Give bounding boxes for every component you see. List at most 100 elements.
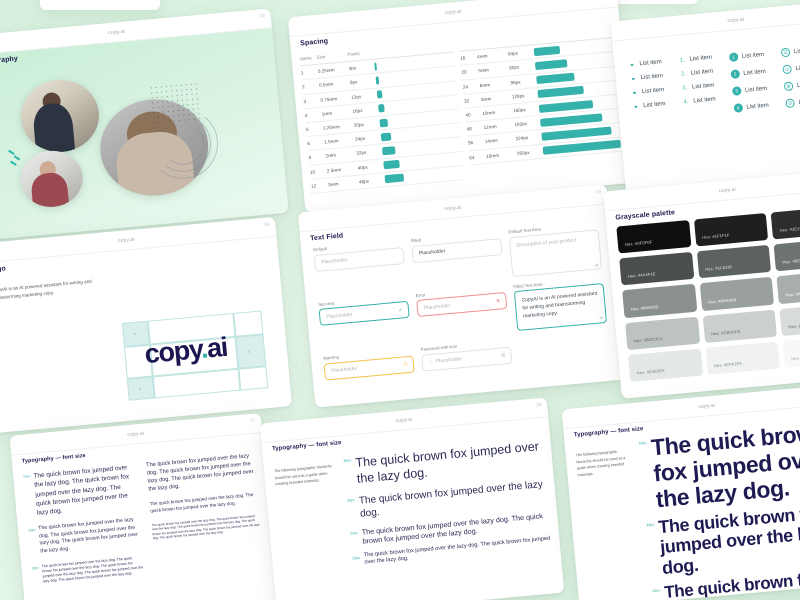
card-header: copy.ai bbox=[259, 397, 549, 444]
list-item[interactable]: List item bbox=[632, 101, 666, 110]
card-logo[interactable]: copy.ai 04 Logo CopyAI is an AI powered … bbox=[0, 216, 292, 434]
color-swatch[interactable]: Hex: #4A4F4E bbox=[619, 252, 695, 286]
sample-text: The quick brown fox jumped over the lazy… bbox=[145, 453, 254, 493]
numbered-circle-icon: 2 bbox=[730, 69, 740, 80]
list-item[interactable]: List item bbox=[630, 73, 663, 82]
spacing-bar bbox=[534, 59, 568, 71]
warning-icon[interactable]: ⚠ bbox=[402, 361, 409, 368]
text-field-group: Default Placeholder bbox=[313, 239, 407, 294]
cell-pixels: 48px bbox=[358, 178, 370, 185]
color-swatch[interactable]: Hex: #9AA0A0 bbox=[699, 277, 775, 311]
swatch-hex-label: Hex: #5C625F bbox=[704, 264, 733, 273]
font-size-label: 16px bbox=[31, 565, 40, 571]
field-value: CopyAI is an AI powered assistant for wr… bbox=[521, 290, 598, 320]
list-item[interactable]: List item bbox=[628, 59, 662, 68]
page-title: Typography — font size bbox=[271, 440, 342, 453]
cell-name: 5 bbox=[305, 126, 309, 133]
spacing-bar bbox=[378, 104, 386, 113]
page-number: 16 bbox=[535, 401, 542, 408]
font-size-label: 36px bbox=[343, 458, 352, 464]
cell-size: 2.5rem bbox=[326, 166, 342, 174]
peek-card-left bbox=[40, 0, 160, 10]
list-item[interactable]: ⊗List item bbox=[783, 79, 800, 92]
lock-icon: ⌂ bbox=[428, 358, 433, 366]
color-swatch[interactable]: Hex: #1F1F1F bbox=[693, 212, 769, 247]
spacing-bar bbox=[383, 159, 400, 170]
card-typography-right[interactable]: copy.ai 15 Typography — font size The fo… bbox=[561, 383, 800, 600]
card-grayscale-palette[interactable]: copy.ai 08 Grayscale palette Hex: #0F0F0… bbox=[603, 169, 800, 399]
cell-name: 20 bbox=[461, 69, 467, 76]
swatch-hex-label: Hex: #1F1F1F bbox=[702, 232, 730, 241]
color-swatch[interactable]: Hex: #EFF2F0 bbox=[705, 341, 781, 375]
resize-handle[interactable]: ◢ bbox=[594, 260, 598, 267]
close-icon[interactable]: ✕ bbox=[495, 297, 501, 305]
list-item[interactable]: 4. List item bbox=[682, 96, 716, 105]
text-input[interactable]: CopyAI is an AI powered assistant for wr… bbox=[513, 283, 608, 332]
color-swatch[interactable]: Hex: #F7F9F8 bbox=[782, 334, 800, 368]
card-typography-left[interactable]: copy.ai 17 Typography — font size 24px Th… bbox=[9, 412, 279, 600]
spacing-bar bbox=[536, 72, 576, 85]
cell-name: 12 bbox=[310, 183, 317, 189]
list-bulleted: List item List item List item List item bbox=[628, 59, 667, 122]
list-item[interactable]: 1 List item bbox=[728, 50, 765, 63]
spacing-bar bbox=[538, 99, 594, 113]
text-field-samples: Default Placeholder Filled Placeholder Defau… bbox=[313, 221, 612, 398]
font-size-label: 30px bbox=[346, 497, 355, 503]
text-input[interactable]: Description of your product ◢ bbox=[508, 228, 603, 277]
list-item[interactable]: 3. List item bbox=[681, 83, 715, 92]
list-item[interactable]: 4 List item bbox=[733, 101, 769, 113]
list-item[interactable]: List item bbox=[631, 87, 665, 96]
resize-handle[interactable]: ◢ bbox=[599, 313, 603, 320]
color-swatch[interactable]: Hex: #2E2E2E bbox=[770, 205, 800, 240]
list-item[interactable]: ⊙List item bbox=[782, 62, 800, 75]
check-icon[interactable]: ✓ bbox=[398, 306, 404, 314]
cell-size: 12rem bbox=[483, 124, 497, 131]
cell-size: 2rem bbox=[325, 152, 337, 159]
color-swatch[interactable]: Hex: #CBD0CE bbox=[702, 309, 778, 343]
brand-label: copy.ai bbox=[444, 8, 462, 16]
eye-icon[interactable]: ◎ bbox=[500, 352, 506, 359]
cell-name: 48 bbox=[466, 126, 473, 132]
list-item[interactable]: ⊘List item bbox=[785, 96, 800, 109]
list-item-label: List item bbox=[744, 85, 768, 94]
list-item[interactable]: 1. List item bbox=[678, 55, 713, 64]
cell-pixels: 224px bbox=[515, 135, 529, 142]
color-swatch[interactable]: Hex: #A8AEAC bbox=[776, 270, 800, 304]
cell-pixels: 160px bbox=[512, 107, 526, 114]
sample-text: The quick brown fox jumped over the lazy… bbox=[38, 517, 139, 555]
swatch-hex-label: Hex: #E4E8E6 bbox=[636, 367, 665, 376]
bullet-icon bbox=[633, 91, 636, 94]
typography-sample: 24px The quick brown fox jumped over the … bbox=[23, 463, 138, 519]
color-swatch[interactable]: Hex: #D8DCDA bbox=[779, 302, 800, 336]
swatch-hex-label: Hex: #BDC3C1 bbox=[633, 335, 663, 344]
list-item[interactable]: 3 List item bbox=[731, 84, 768, 96]
list-item[interactable]: 2 List item bbox=[730, 67, 766, 80]
card-text-field[interactable]: copy.ai 14 Text Field Default Placeholder… bbox=[297, 184, 625, 408]
list-item-label: List item bbox=[643, 101, 666, 110]
color-swatch[interactable]: Hex: #6E7471 bbox=[773, 238, 800, 272]
color-swatch[interactable]: Hex: #0F0F0F bbox=[616, 220, 692, 254]
color-swatch[interactable]: Hex: #8A918D bbox=[622, 284, 697, 318]
typography-column-b: The quick brown fox jumped over the lazy… bbox=[143, 452, 264, 575]
field-value: Placeholder bbox=[423, 302, 451, 311]
page-number: 14 bbox=[595, 188, 602, 195]
cell-pixels: 192px bbox=[514, 121, 528, 128]
cell-name: 64 bbox=[469, 154, 475, 161]
numbered-circle-icon: 1 bbox=[728, 52, 739, 63]
card-photography[interactable]: copy.ai 13 Photography bbox=[0, 8, 289, 241]
field-value: Placeholder bbox=[321, 257, 348, 266]
list-item[interactable]: ☰List item bbox=[780, 45, 800, 58]
brand-label: copy.ai bbox=[727, 16, 745, 24]
spacing-bar bbox=[376, 90, 383, 99]
color-swatch[interactable]: Hex: #5C625F bbox=[696, 245, 772, 279]
card-typography-middle[interactable]: copy.ai 16 Typography — font size The fo… bbox=[259, 397, 565, 600]
list-numbered: 1. List item 2. List item 3. List item 4. List … bbox=[678, 55, 717, 118]
list-item[interactable]: 2. List item bbox=[680, 69, 714, 78]
color-swatch[interactable]: Hex: #BDC3C1 bbox=[625, 316, 700, 350]
logo-description: CopyAI is an AI powered assistant for wr… bbox=[0, 278, 92, 301]
color-swatch[interactable]: Hex: #E4E8E6 bbox=[627, 348, 703, 382]
field-value: Placeholder bbox=[326, 311, 353, 320]
cell-name: 6 bbox=[307, 141, 311, 147]
